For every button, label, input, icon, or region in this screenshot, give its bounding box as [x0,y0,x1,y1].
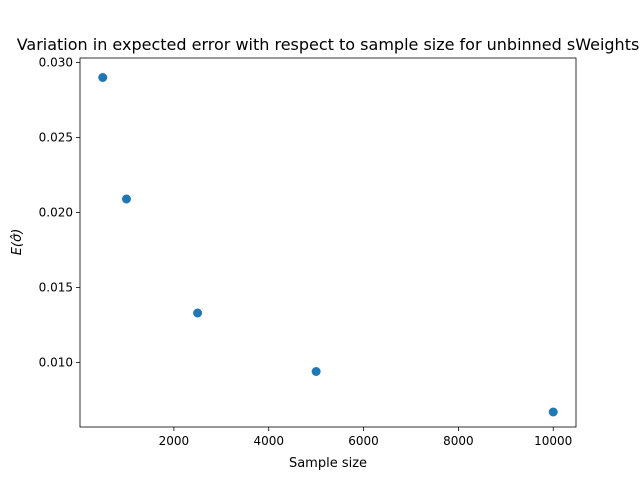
x-tick-label: 10000 [534,434,572,448]
y-axis-label: E(σ̂) [10,229,25,256]
y-tick-label: 0.020 [39,206,73,220]
x-axis-label: Sample size [289,456,367,471]
data-points [98,73,558,417]
y-tick-label: 0.010 [39,356,73,370]
plot-frame [79,57,577,428]
data-point [98,73,108,82]
y-tick-label: 0.030 [39,56,73,70]
y-axis-ticks: 0.010 0.015 0.020 0.025 0.030 [39,56,80,370]
chart-title: Variation in expected error with respect… [17,35,640,54]
x-tick-label: 6000 [348,434,379,448]
y-tick-label: 0.025 [39,131,73,145]
data-point [311,367,321,376]
x-tick-label: 4000 [253,434,284,448]
data-point [121,194,131,204]
x-tick-label: 8000 [443,434,474,448]
data-point [548,407,558,417]
plot-area [79,57,577,428]
x-tick-label: 2000 [159,434,190,448]
y-tick-label: 0.015 [39,281,73,295]
data-point [193,308,203,318]
x-axis-ticks: 2000 4000 6000 8000 10000 [159,427,572,448]
